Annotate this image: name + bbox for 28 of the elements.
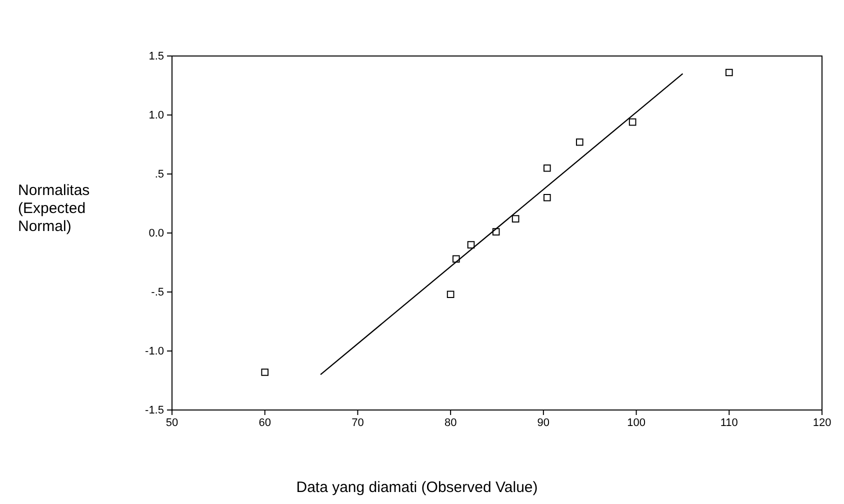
point (628, 118, 636, 126)
point (452, 255, 460, 263)
y-tick-label: -1.0 (145, 346, 164, 358)
point (725, 68, 733, 76)
point (543, 164, 551, 172)
y-tick-label: 1.5 (148, 50, 164, 63)
x-tick-label: 110 (720, 416, 738, 429)
x-tick-label: 120 (812, 416, 832, 429)
y-tick-label: 1.0 (148, 110, 164, 122)
x-tick-label: 80 (444, 416, 457, 429)
point (512, 215, 520, 223)
point (543, 194, 551, 202)
y-tick-label: .5 (154, 168, 164, 181)
x-tick-label: 100 (627, 416, 646, 429)
y-tick-label: -1.5 (145, 404, 164, 417)
y-tick-label: 0.0 (148, 228, 164, 240)
x-axis-title: Data yang diamati (Observed Value) (296, 479, 538, 496)
x-tick-label: 60 (258, 416, 271, 429)
x-tick-label: 70 (352, 416, 364, 429)
point (576, 138, 584, 146)
x-tick-label: 90 (537, 416, 550, 429)
y-tick-label: -.5 (151, 286, 164, 299)
y-axis-title: Normalitas (Expected Normal) (18, 182, 90, 235)
point (492, 228, 500, 236)
point (467, 241, 475, 248)
point (446, 290, 454, 298)
x-tick-label: 50 (166, 416, 178, 429)
point (261, 368, 269, 376)
